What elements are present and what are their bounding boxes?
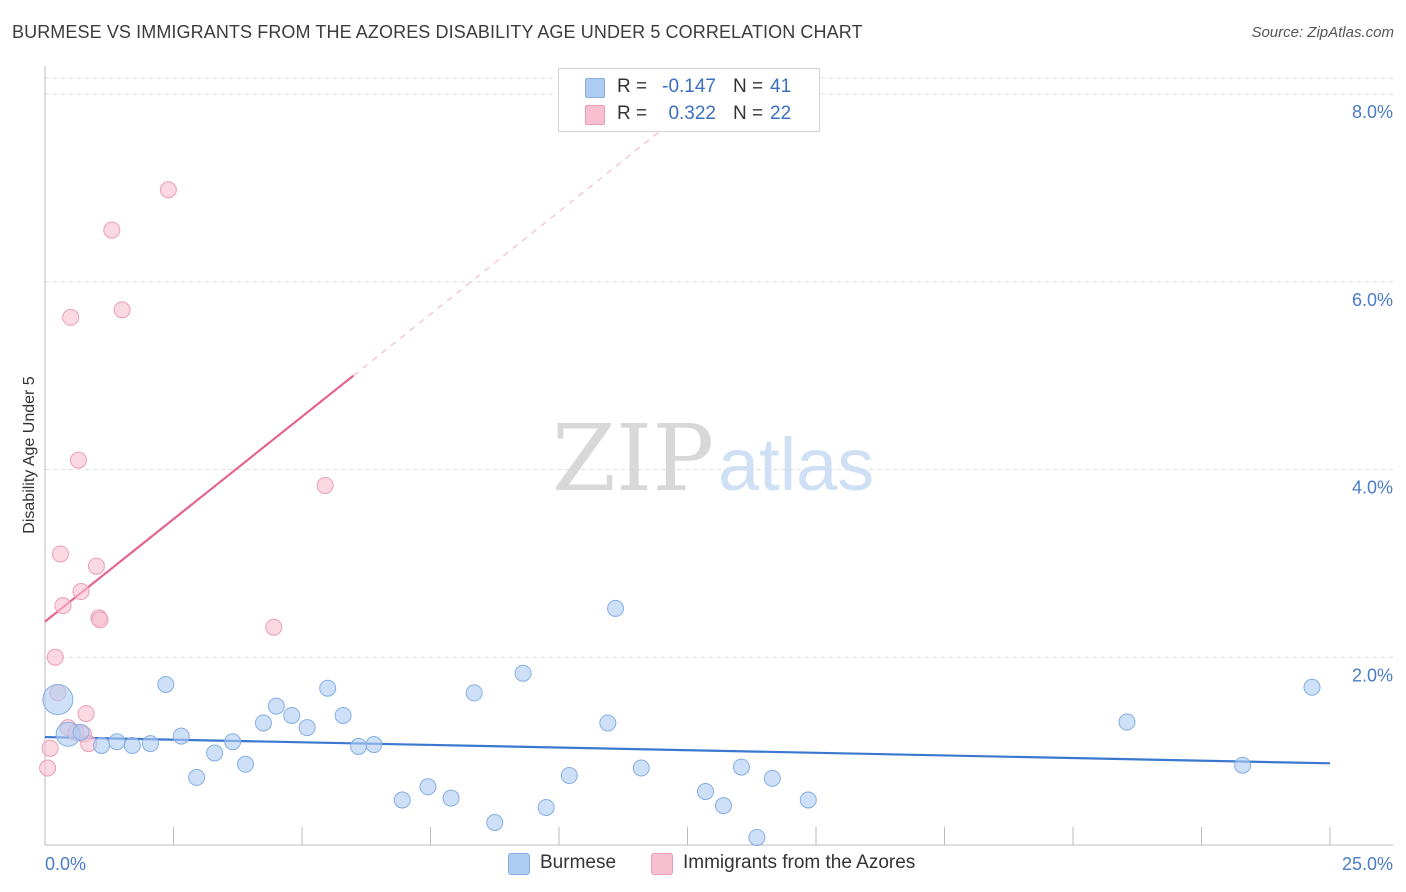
legend-label-burmese: Burmese	[540, 852, 617, 873]
trend-line-burmese	[44, 735, 1331, 765]
data-point-azores[interactable]	[46, 648, 64, 666]
data-point-burmese[interactable]	[42, 683, 74, 715]
data-point-burmese[interactable]	[1118, 713, 1136, 731]
legend-r-label: R =	[617, 76, 648, 97]
data-point-azores[interactable]	[87, 557, 105, 575]
data-point-azores[interactable]	[113, 301, 131, 319]
legend-swatch-burmese	[508, 853, 530, 875]
data-point-burmese[interactable]	[714, 797, 732, 815]
data-point-burmese[interactable]	[172, 727, 190, 745]
data-point-burmese[interactable]	[334, 706, 352, 724]
data-point-azores[interactable]	[316, 476, 334, 494]
data-point-burmese[interactable]	[365, 736, 383, 754]
data-point-burmese[interactable]	[696, 782, 714, 800]
legend-r-value: -0.147	[662, 76, 716, 97]
legend-row-burmese: R = -0.147 N = 41	[559, 74, 819, 100]
legend-swatch-azores	[651, 853, 673, 875]
data-point-burmese[interactable]	[188, 768, 206, 786]
data-point-burmese[interactable]	[141, 735, 159, 753]
legend-row-azores: R = 0.322 N = 22	[559, 101, 819, 127]
y-tick-label: 4.0%	[1352, 478, 1393, 498]
watermark-zip: ZIP	[552, 405, 714, 512]
data-point-burmese[interactable]	[123, 736, 141, 754]
data-point-azores[interactable]	[51, 545, 69, 563]
legend-swatch-azores	[585, 105, 605, 125]
data-point-burmese[interactable]	[206, 744, 224, 762]
x-tick-label-min: 0.0%	[45, 854, 86, 874]
data-point-burmese[interactable]	[560, 767, 578, 785]
data-point-burmese[interactable]	[393, 791, 411, 809]
legend-n-label: N =	[733, 76, 764, 97]
data-point-burmese[interactable]	[1234, 756, 1252, 774]
data-point-azores[interactable]	[72, 583, 90, 601]
y-tick-label: 8.0%	[1352, 102, 1393, 122]
data-point-azores[interactable]	[265, 618, 283, 636]
data-point-burmese[interactable]	[350, 737, 368, 755]
data-point-burmese[interactable]	[599, 714, 617, 732]
legend-r-value: 0.322	[668, 103, 716, 124]
data-point-azores[interactable]	[62, 308, 80, 326]
data-point-burmese[interactable]	[748, 828, 766, 846]
legend-n-value: 41	[770, 76, 792, 97]
data-point-azores[interactable]	[91, 611, 109, 629]
source-credit: Source: ZipAtlas.com	[1251, 24, 1394, 41]
data-point-burmese[interactable]	[72, 723, 90, 741]
data-point-burmese[interactable]	[319, 679, 337, 697]
data-point-burmese[interactable]	[267, 697, 285, 715]
data-point-burmese[interactable]	[419, 778, 437, 796]
data-point-burmese[interactable]	[108, 733, 126, 751]
data-point-azores[interactable]	[54, 597, 72, 615]
y-axis-label: Disability Age Under 5	[21, 376, 38, 534]
data-point-burmese[interactable]	[93, 736, 111, 754]
data-point-burmese[interactable]	[236, 755, 254, 773]
legend-n-value: 22	[770, 103, 792, 124]
data-point-burmese[interactable]	[514, 664, 532, 682]
watermark: ZIP atlas	[552, 405, 874, 512]
data-point-burmese[interactable]	[537, 798, 555, 816]
data-point-burmese[interactable]	[763, 769, 781, 787]
data-point-azores[interactable]	[41, 739, 59, 757]
series-legend: Burmese Immigrants from the Azores	[0, 852, 1406, 878]
y-tick-label: 6.0%	[1352, 290, 1393, 310]
data-point-burmese[interactable]	[157, 675, 175, 693]
data-point-burmese[interactable]	[1303, 678, 1321, 696]
trend-extension-azores	[353, 88, 714, 377]
data-point-burmese[interactable]	[298, 719, 316, 737]
data-point-burmese[interactable]	[732, 758, 750, 776]
data-point-burmese[interactable]	[799, 791, 817, 809]
data-point-burmese[interactable]	[465, 684, 483, 702]
watermark-atlas: atlas	[718, 423, 874, 506]
data-point-azores[interactable]	[103, 221, 121, 239]
legend-swatch-burmese	[585, 78, 605, 98]
y-tick-label: 2.0%	[1352, 665, 1393, 685]
data-point-burmese[interactable]	[283, 706, 301, 724]
data-point-azores[interactable]	[77, 705, 95, 723]
data-point-burmese[interactable]	[607, 599, 625, 617]
data-point-azores[interactable]	[39, 759, 57, 777]
data-point-burmese[interactable]	[442, 789, 460, 807]
data-point-azores[interactable]	[159, 181, 177, 199]
x-tick-label-max: 25.0%	[1342, 854, 1393, 874]
data-point-burmese[interactable]	[632, 759, 650, 777]
legend-n-label: N =	[733, 103, 764, 124]
data-point-azores[interactable]	[69, 451, 87, 469]
data-point-burmese[interactable]	[486, 813, 504, 831]
legend-r-label: R =	[617, 103, 648, 124]
data-point-burmese[interactable]	[254, 714, 272, 732]
data-point-burmese[interactable]	[224, 733, 242, 751]
stats-legend: R = -0.147 N = 41 R = 0.322 N = 22	[558, 68, 820, 132]
legend-label-azores: Immigrants from the Azores	[683, 852, 916, 873]
chart-title: BURMESE VS IMMIGRANTS FROM THE AZORES DI…	[12, 22, 863, 42]
trend-line-azores	[44, 374, 355, 623]
